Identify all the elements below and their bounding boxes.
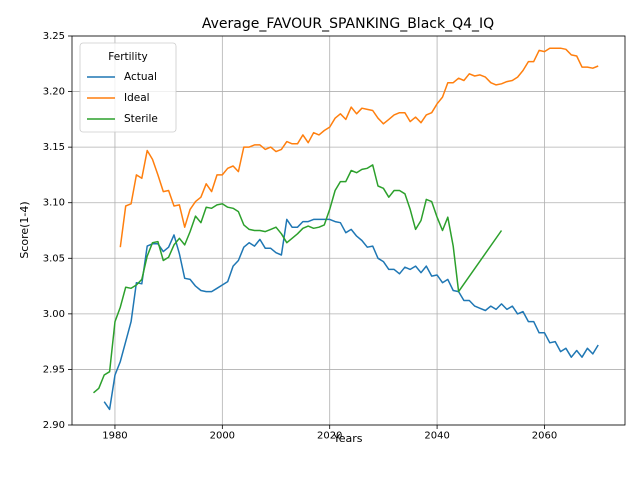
plot-frame (71, 35, 626, 426)
y-axis-title: Score(1-4) (18, 201, 31, 258)
series-line-actual (103, 218, 599, 411)
y-tick-label: 3.10 (43, 198, 65, 209)
chart-title: Average_FAVOUR_SPANKING_Black_Q4_IQ (202, 16, 494, 32)
series-line-ideal (119, 47, 599, 248)
x-tick-label: 2020 (317, 430, 342, 441)
series-line-sterile (93, 164, 503, 394)
y-tick-label: 2.95 (43, 364, 65, 375)
legend-label-ideal: Ideal (124, 92, 150, 104)
y-tick-label: 3.25 (43, 31, 65, 42)
x-axis-title: Years (332, 432, 362, 445)
x-tick-label: 2000 (210, 430, 235, 441)
y-tick-label: 3.15 (43, 142, 65, 153)
series-lines (93, 47, 599, 411)
x-tick-label: 2040 (424, 430, 449, 441)
legend-box (79, 42, 177, 133)
x-tick-label: 2060 (532, 430, 557, 441)
grid-lines (72, 35, 625, 426)
y-tick-label: 3.20 (43, 87, 65, 98)
legend-label-actual: Actual (124, 71, 157, 83)
y-tick-label: 3.00 (43, 309, 65, 320)
legend-title: Fertility (108, 51, 147, 63)
legend: Fertility Actual Ideal Sterile (79, 42, 177, 133)
y-tick-label: 3.05 (43, 253, 65, 264)
legend-label-sterile: Sterile (124, 113, 158, 125)
x-tick-label: 1980 (102, 430, 127, 441)
y-tick-label: 2.90 (43, 420, 65, 431)
y-axis-ticks: 2.90 2.95 3.00 3.05 3.10 3.15 3.20 3.25 (43, 31, 72, 431)
legend-items: Actual Ideal Sterile (87, 71, 158, 125)
x-axis-ticks: 1980 2000 2020 2040 2060 (102, 425, 557, 441)
